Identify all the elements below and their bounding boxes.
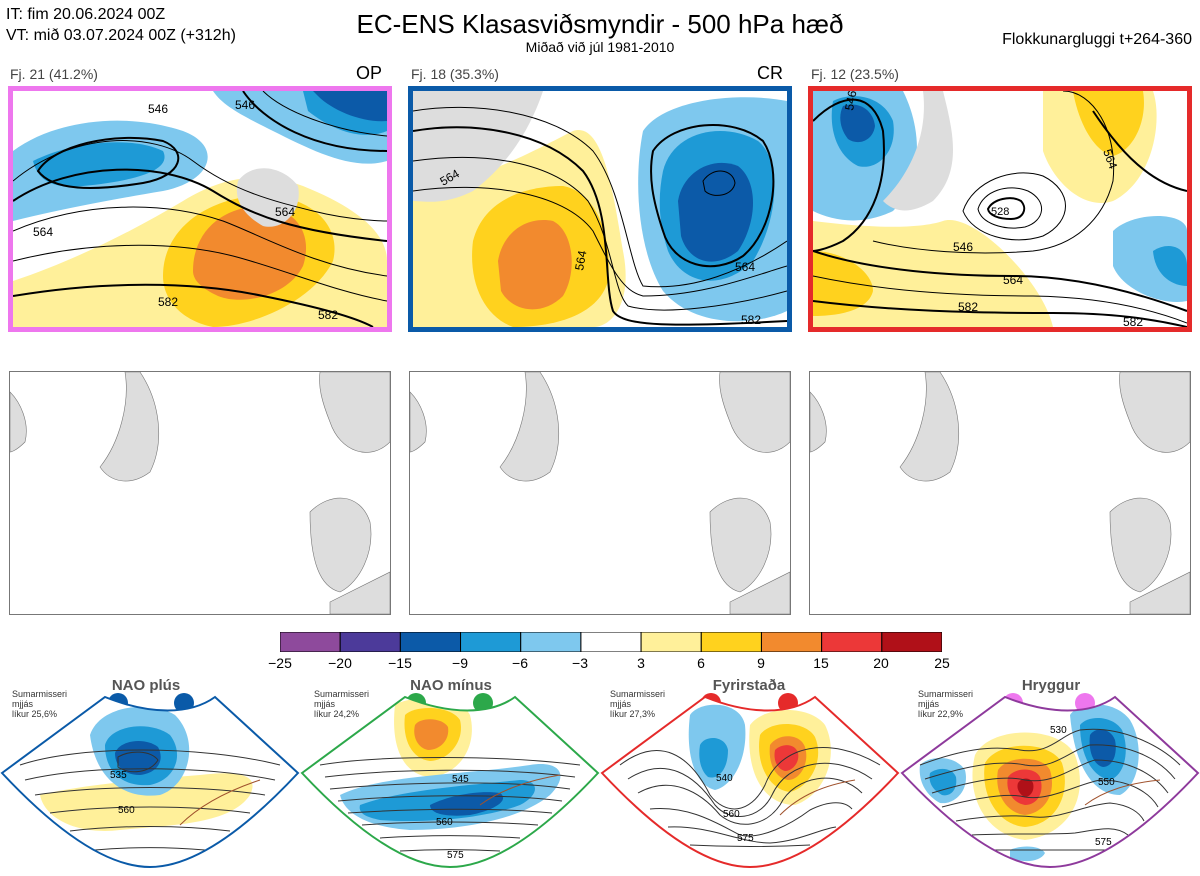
colorbar-tick: 3	[637, 655, 645, 671]
contour-label: 560	[723, 809, 740, 820]
header-times: IT: fim 20.06.2024 00Z VT: mið 03.07.202…	[6, 4, 236, 46]
colorbar-segment	[520, 631, 582, 653]
contour-label: 530	[1050, 725, 1067, 736]
contour-label: 582	[741, 313, 761, 327]
colorbar-tick: −6	[512, 655, 528, 671]
regime-4-name: Hryggur	[1021, 677, 1081, 694]
colorbar-segment	[339, 631, 401, 653]
colorbar-tick: 9	[757, 655, 765, 671]
empty-map-3	[809, 371, 1191, 615]
regime-1-map: 535 560	[0, 695, 300, 871]
cluster-3-map: 528 546 546 564 564 582 582	[808, 86, 1192, 332]
contour-label: 564	[1003, 273, 1023, 287]
contour-label: 546	[842, 91, 859, 112]
cluster-3-label: Fj. 12 (23.5%)	[811, 66, 899, 82]
cluster-2-label: Fj. 18 (35.3%)	[411, 66, 499, 82]
contour-label: 560	[118, 805, 135, 816]
colorbar-svg	[279, 631, 943, 653]
contour-label: 582	[318, 308, 338, 322]
regime-3-map: 540 560 575	[600, 695, 900, 871]
colorbar-segment	[640, 631, 702, 653]
cluster-2-tag: CR	[757, 63, 783, 83]
colorbar-tick: 20	[873, 655, 889, 671]
regime-4-note: Sumarmisseri mjjás líkur 22,9%	[918, 689, 974, 719]
colorbar-tick: 6	[697, 655, 705, 671]
valid-time: VT: mið 03.07.2024 00Z (+312h)	[6, 27, 236, 44]
page-title: EC-ENS Klasasviðsmyndir - 500 hPa hæð	[356, 9, 844, 39]
regime-1-note: Sumarmisseri mjjás líkur 25,6%	[12, 689, 68, 719]
regime-1-name: NAO plús	[111, 677, 181, 694]
contour-label: 546	[235, 98, 255, 112]
contour-label: 528	[991, 206, 1009, 218]
colorbar-segment	[399, 631, 462, 653]
contour-label: 564	[275, 205, 295, 219]
page-subtitle: Miðað við júl 1981-2010	[525, 39, 675, 55]
cluster-1-label: Fj. 21 (41.2%)	[10, 66, 98, 82]
contour-label: 546	[148, 102, 168, 116]
colorbar-tick: −9	[452, 655, 468, 671]
contour-label: 575	[737, 833, 754, 844]
regime-2-note: Sumarmisseri mjjás líkur 24,2%	[314, 689, 370, 719]
contour-label: 540	[716, 773, 733, 784]
empty-map-2	[409, 371, 791, 615]
colorbar-tick: −15	[388, 655, 412, 671]
colorbar-segment	[821, 631, 883, 653]
contour-label: 546	[953, 240, 973, 254]
contour-label: 560	[436, 817, 453, 828]
regime-2-map: 545 560 575	[300, 695, 600, 871]
colorbar-segment	[700, 631, 762, 653]
classification-window: Flokkunargluggi t+264-360	[1002, 31, 1192, 48]
colorbar-segment	[279, 631, 341, 653]
contour-label: 564	[1100, 147, 1120, 171]
colorbar-tick: 15	[813, 655, 829, 671]
colorbar-tick: −20	[328, 655, 352, 671]
colorbar	[279, 631, 943, 653]
colorbar-segment	[881, 631, 943, 653]
regime-3-name: Fyrirstaða	[712, 677, 786, 694]
colorbar-segment	[460, 631, 522, 653]
regime-4-map: 530 550 575	[900, 695, 1200, 871]
contour-label: 575	[447, 850, 464, 861]
colorbar-segment	[760, 631, 823, 653]
contour-label: 575	[1095, 837, 1112, 848]
colorbar-tick: −25	[268, 655, 292, 671]
contour-label: 582	[1123, 315, 1143, 327]
regime-2-name: NAO mínus	[410, 677, 492, 694]
contour-label: 564	[33, 225, 53, 239]
init-time: IT: fim 20.06.2024 00Z	[6, 6, 166, 23]
contour-label: 564	[735, 260, 755, 274]
colorbar-ticks: −25 −20 −15 −9 −6 −3 3 6 9 15 20 25	[268, 655, 950, 675]
cluster-1-tag: OP	[356, 63, 383, 83]
contour-label: 535	[110, 770, 127, 781]
contour-label: 550	[1098, 777, 1115, 788]
contour-label: 582	[958, 300, 978, 314]
colorbar-tick: 25	[934, 655, 950, 671]
contour-label: 582	[158, 295, 178, 309]
colorbar-tick: −3	[572, 655, 588, 671]
regime-3-note: Sumarmisseri mjjás líkur 27,3%	[610, 689, 666, 719]
cluster-1-map: 546 546 564 564 582 582	[8, 86, 392, 332]
empty-map-1	[9, 371, 391, 615]
contour-label: 545	[452, 774, 469, 785]
colorbar-segment	[580, 631, 642, 653]
contour-label: 564	[572, 249, 589, 271]
cluster-2-map: 564 564 564 582	[408, 86, 792, 332]
